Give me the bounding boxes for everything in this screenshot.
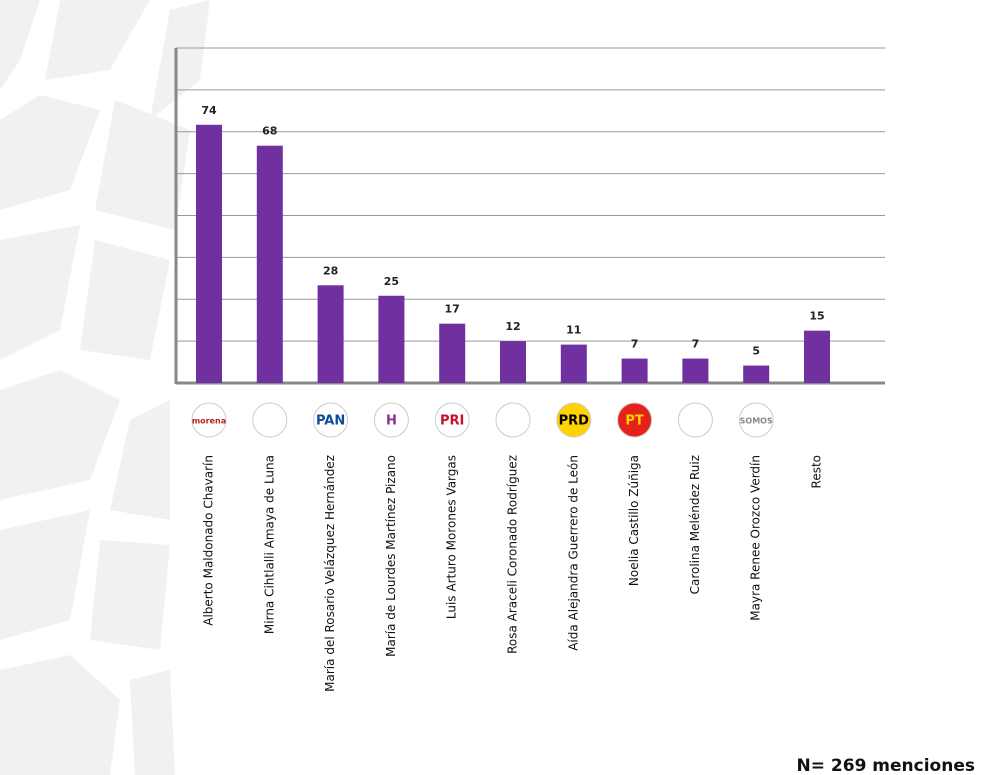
bar bbox=[439, 323, 466, 383]
party-logo bbox=[738, 402, 774, 438]
value-label: 11 bbox=[566, 324, 581, 337]
value-label: 74 bbox=[201, 104, 217, 117]
party-logo bbox=[617, 402, 653, 438]
x-tick-label: María de Lourdes Martínez Pizano bbox=[384, 455, 398, 657]
bar bbox=[378, 295, 405, 383]
x-tick-label: Noelia Castillo Zúñiga bbox=[627, 455, 641, 586]
value-label: 68 bbox=[262, 125, 277, 138]
x-tick-label: Alberto Maldonado Chavarín bbox=[202, 455, 216, 626]
x-tick-label: Aída Alejandra Guerrero de León bbox=[566, 455, 580, 651]
value-label: 7 bbox=[631, 338, 639, 351]
x-tick-label: Resto bbox=[810, 455, 824, 488]
party-logo-text: PT bbox=[625, 414, 644, 429]
bar bbox=[682, 358, 709, 383]
bar bbox=[196, 124, 222, 383]
value-label: 5 bbox=[752, 345, 760, 358]
party-logo bbox=[191, 402, 227, 438]
value-label: 25 bbox=[384, 275, 399, 288]
party-logo bbox=[677, 402, 713, 438]
party-logo-text: H bbox=[386, 414, 397, 429]
bar bbox=[621, 358, 648, 383]
party-logo bbox=[434, 402, 470, 438]
party-logo-text: morena bbox=[192, 417, 226, 426]
party-logo bbox=[556, 402, 592, 438]
x-tick-label: Mayra Renee Orozco Verdín bbox=[749, 455, 763, 621]
value-label: 17 bbox=[445, 303, 460, 316]
value-label: 7 bbox=[692, 338, 700, 351]
x-tick-label: Carolina Meléndez Ruiz bbox=[688, 455, 702, 594]
bar bbox=[500, 341, 526, 383]
bar bbox=[804, 330, 830, 383]
x-tick-label: Luis Arturo Morones Vargas bbox=[445, 455, 459, 619]
bar bbox=[743, 365, 770, 383]
value-label: 28 bbox=[323, 264, 338, 277]
bar bbox=[560, 344, 587, 383]
party-logo-text: PRD bbox=[559, 414, 590, 429]
party-logo bbox=[313, 402, 349, 438]
sample-note: N= 269 menciones bbox=[797, 756, 975, 775]
party-logo bbox=[495, 402, 531, 438]
bar bbox=[256, 145, 283, 383]
x-tick-label: María del Rosario Velázquez Hernández bbox=[323, 455, 337, 692]
party-logo-text: SOMOS bbox=[740, 417, 773, 426]
party-logo bbox=[373, 402, 409, 438]
x-tick-label: Mirna Cihtlalli Amaya de Luna bbox=[262, 455, 276, 634]
party-logo-text: PAN bbox=[316, 414, 345, 429]
bar bbox=[317, 285, 344, 383]
x-tick-label: Rosa Araceli Coronado Rodríguez bbox=[506, 455, 520, 654]
background-pattern bbox=[0, 0, 210, 775]
value-label: 12 bbox=[505, 320, 520, 333]
value-label: 15 bbox=[809, 310, 824, 323]
party-logo bbox=[252, 402, 288, 438]
party-logo-text: PRI bbox=[440, 414, 464, 429]
